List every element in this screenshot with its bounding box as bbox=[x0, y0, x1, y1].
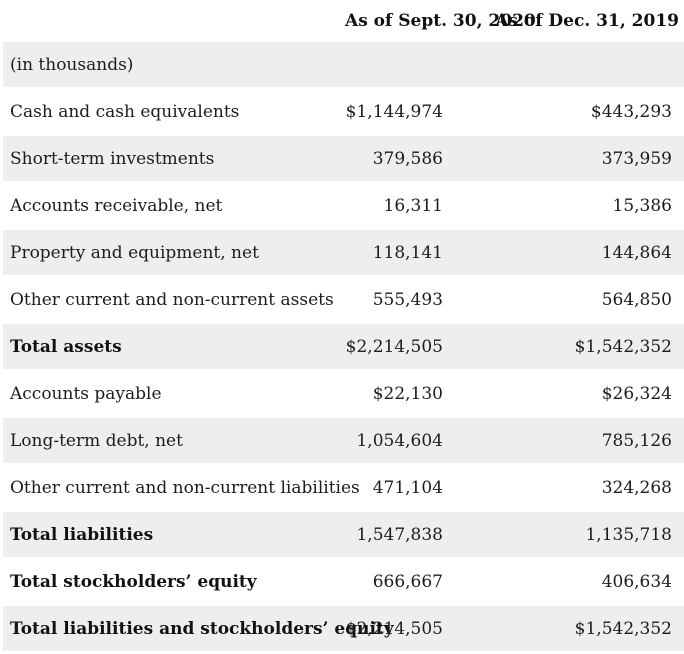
row-label: Property and equipment, net bbox=[3, 230, 345, 275]
table-row: Total stockholders’ equity 666,667 406,634 bbox=[3, 559, 684, 604]
value-2019: $443,293 bbox=[455, 89, 684, 134]
table-row: Other current and non-current assets 555,… bbox=[3, 277, 684, 322]
row-label: Short-term investments bbox=[3, 136, 345, 181]
value-2020: 666,667 bbox=[345, 559, 455, 604]
table-row: Accounts receivable, net 16,311 15,386 bbox=[3, 183, 684, 228]
table-row: Short-term investments 379,586 373,959 bbox=[3, 136, 684, 181]
value-2019: $1,542,352 bbox=[455, 324, 684, 369]
value-2020: 379,586 bbox=[345, 136, 455, 181]
table-row: Property and equipment, net 118,141 144,86… bbox=[3, 230, 684, 275]
table-row: Accounts payable $22,130 $26,324 bbox=[3, 371, 684, 416]
column-header-empty bbox=[3, 2, 345, 40]
value-2019: $1,542,352 bbox=[455, 606, 684, 651]
value-2020: 118,141 bbox=[345, 230, 455, 275]
row-label: Accounts payable bbox=[3, 371, 345, 416]
value-2019: $26,324 bbox=[455, 371, 684, 416]
column-header-2020: As of Sept. 30, 2020 bbox=[345, 2, 536, 40]
value-2020 bbox=[345, 42, 455, 87]
value-2020: 555,493 bbox=[345, 277, 455, 322]
value-2020: $2,214,505 bbox=[345, 606, 455, 651]
table-body: (in thousands) Cash and cash equivalents $… bbox=[3, 42, 684, 651]
table-row: Other current and non-current liabilitie… bbox=[3, 465, 684, 510]
table-row: Cash and cash equivalents $1,144,974 $443,… bbox=[3, 89, 684, 134]
value-2019: 1,135,718 bbox=[455, 512, 684, 557]
row-label: Total liabilities and stockholders’ equi… bbox=[3, 606, 394, 651]
value-2020: 471,104 bbox=[345, 465, 455, 510]
balance-sheet-table: As of Sept. 30, 2020 As of Dec. 31, 2019… bbox=[3, 0, 684, 653]
value-2019: 785,126 bbox=[455, 418, 684, 463]
table-row: Total liabilities and stockholders’ equi… bbox=[3, 606, 684, 651]
row-label: Total liabilities bbox=[3, 512, 345, 557]
row-label: Accounts receivable, net bbox=[3, 183, 345, 228]
value-2020: $1,144,974 bbox=[345, 89, 455, 134]
column-header-2019: As of Dec. 31, 2019 bbox=[455, 2, 684, 40]
row-label: Total assets bbox=[3, 324, 345, 369]
table-row: Total assets $2,214,505 $1,542,352 bbox=[3, 324, 684, 369]
value-2020: 16,311 bbox=[345, 183, 455, 228]
header-row: As of Sept. 30, 2020 As of Dec. 31, 2019 bbox=[3, 2, 684, 40]
value-2019: 324,268 bbox=[455, 465, 684, 510]
value-2019: 373,959 bbox=[455, 136, 684, 181]
value-2020: 1,054,604 bbox=[345, 418, 455, 463]
row-label: Other current and non-current liabilitie… bbox=[3, 465, 360, 510]
row-label: (in thousands) bbox=[3, 42, 345, 87]
value-2019: 564,850 bbox=[455, 277, 684, 322]
row-label: Cash and cash equivalents bbox=[3, 89, 345, 134]
table-row: Total liabilities 1,547,838 1,135,718 bbox=[3, 512, 684, 557]
value-2019: 15,386 bbox=[455, 183, 684, 228]
row-label: Other current and non-current assets bbox=[3, 277, 345, 322]
table-row: (in thousands) bbox=[3, 42, 684, 87]
value-2020: $22,130 bbox=[345, 371, 455, 416]
row-label: Total stockholders’ equity bbox=[3, 559, 345, 604]
value-2020: $2,214,505 bbox=[345, 324, 455, 369]
value-2020: 1,547,838 bbox=[345, 512, 455, 557]
value-2019: 406,634 bbox=[455, 559, 684, 604]
value-2019 bbox=[455, 42, 684, 87]
value-2019: 144,864 bbox=[455, 230, 684, 275]
table-row: Long-term debt, net 1,054,604 785,126 bbox=[3, 418, 684, 463]
row-label: Long-term debt, net bbox=[3, 418, 345, 463]
